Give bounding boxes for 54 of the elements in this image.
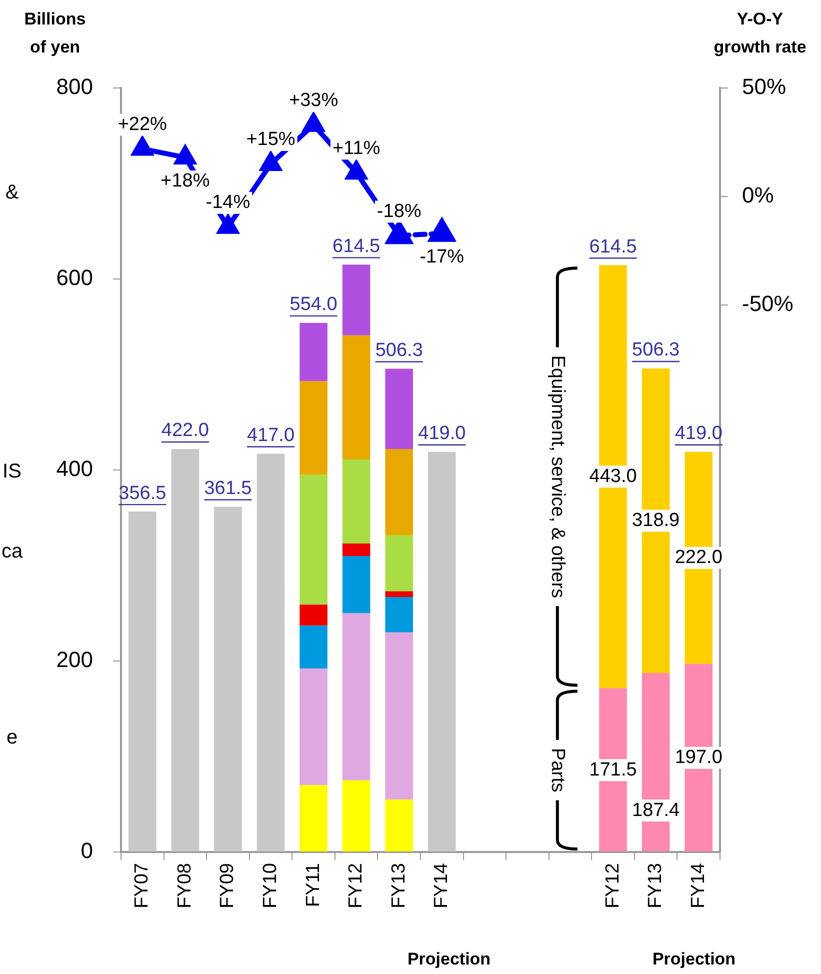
- total-label: 614.5: [589, 236, 637, 258]
- text: IS: [2, 460, 22, 483]
- x-tick-label: FY12: [346, 863, 367, 908]
- x-tick-label: FY14: [688, 862, 709, 908]
- total-label: 554.0: [290, 294, 338, 316]
- text: Equipment, service, & others: [547, 355, 568, 598]
- total-label: 506.3: [632, 340, 680, 361]
- total-label: 422.0: [161, 420, 209, 442]
- data-label: 222.0: [674, 547, 722, 568]
- text: Projection: [652, 950, 736, 969]
- y-tick-label: 400: [56, 456, 93, 482]
- text: &: [5, 182, 20, 204]
- text: ca: [1, 540, 24, 563]
- total-label: 417.0: [246, 425, 295, 446]
- data-label: 171.5: [589, 759, 637, 780]
- data-label: -17%: [420, 246, 464, 268]
- y-axis-title: Billions of yen: [24, 10, 86, 57]
- total-label: 506.3: [375, 340, 423, 362]
- data-label: +22%: [118, 114, 168, 136]
- x-tick-label: FY10: [260, 863, 281, 908]
- x-tick-label: FY11: [302, 863, 324, 908]
- y-tick-label: 200: [56, 647, 93, 672]
- data-label: 443.0: [589, 466, 637, 487]
- data-label: +18%: [160, 170, 210, 192]
- y2-tick-label: -50%: [742, 291, 794, 316]
- y-tick-label: 0: [80, 838, 93, 864]
- text: e: [6, 726, 18, 749]
- x-tick-label: FY12: [602, 863, 624, 908]
- y2-axis-title: Y-O-Y growth rate: [714, 10, 806, 57]
- y2-tick-label: 0%: [742, 182, 774, 208]
- x-tick-label: FY13: [645, 863, 666, 908]
- x-tick-label: FY13: [388, 863, 410, 908]
- text: Projection: [407, 950, 491, 969]
- total-label: 361.5: [204, 478, 252, 499]
- text: Parts: [547, 748, 568, 792]
- total-label: 614.5: [332, 236, 380, 257]
- total-label: 419.0: [418, 423, 466, 444]
- x-tick-label: FY08: [174, 863, 196, 908]
- y-tick-label: 600: [56, 265, 93, 290]
- total-label: 356.5: [118, 482, 166, 504]
- y-tick-label: 800: [56, 74, 93, 100]
- x-tick-label: FY14: [431, 862, 452, 908]
- data-label: +33%: [288, 90, 338, 112]
- x-tick-label: FY07: [132, 863, 153, 908]
- data-label: +15%: [246, 129, 296, 150]
- total-label: 419.0: [674, 423, 722, 444]
- x-tick-label: FY09: [217, 863, 238, 908]
- data-label: +11%: [332, 138, 380, 159]
- data-label: -18%: [376, 200, 422, 222]
- y2-tick-label: 50%: [742, 74, 786, 100]
- data-label: 187.4: [632, 800, 680, 821]
- data-label: -14%: [206, 192, 250, 214]
- data-label: 318.9: [632, 510, 680, 531]
- data-label: 197.0: [674, 747, 722, 768]
